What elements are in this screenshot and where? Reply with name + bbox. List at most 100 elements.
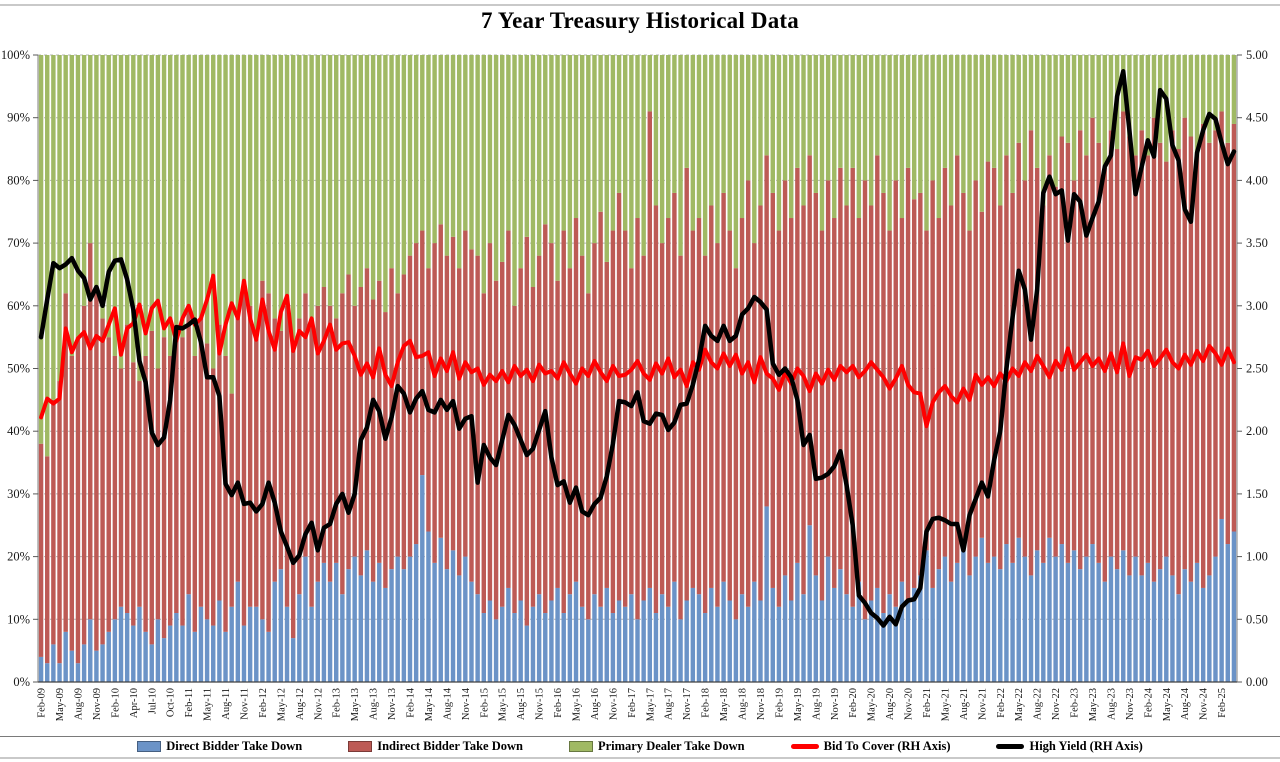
x-axis-tick-label: May-21: [940, 688, 951, 721]
bar-dealer: [1194, 55, 1200, 156]
bar-dealer: [481, 55, 486, 294]
bar-dealer: [63, 55, 68, 294]
x-axis-tick-label: Feb-23: [1070, 688, 1081, 718]
bar-dealer: [340, 55, 345, 294]
bar-indirect: [1059, 136, 1064, 545]
x-axis-tick-label: Aug-20: [885, 688, 896, 720]
bar-direct: [899, 581, 905, 682]
chart-canvas: 0% 10% 20% 30% 40% 50% 60% 70% 80% 90% 100% 0.00 0.5…: [1, 48, 1268, 721]
high-yield-swatch-icon: [996, 744, 1025, 749]
bar-dealer: [1010, 55, 1015, 193]
bar-indirect: [979, 211, 985, 538]
bar-dealer: [524, 55, 530, 237]
bar-indirect: [94, 293, 99, 651]
bar-direct: [1194, 562, 1200, 682]
bar-dealer: [745, 55, 751, 181]
x-axis-tick-label: Feb-16: [553, 688, 564, 718]
right-axis-tick-label: 3.50: [1246, 236, 1268, 250]
bar-indirect: [622, 230, 628, 607]
bar-indirect: [370, 299, 376, 582]
bar-direct: [727, 600, 732, 682]
bar-dealer: [1096, 55, 1101, 143]
bar-direct: [1077, 569, 1083, 682]
bar-direct: [936, 569, 941, 682]
bar-dealer: [1176, 55, 1181, 150]
bar-indirect: [850, 167, 855, 607]
bar-direct: [1053, 556, 1058, 682]
bar-indirect: [297, 318, 302, 595]
bar-indirect: [1207, 142, 1212, 576]
bar-dealer: [131, 55, 136, 363]
bar-dealer: [211, 55, 216, 369]
bar-direct: [81, 644, 87, 682]
bar-indirect: [653, 205, 659, 614]
bar-dealer: [1170, 55, 1175, 131]
bar-direct: [167, 625, 173, 682]
bar-direct: [143, 631, 148, 682]
bar-indirect: [702, 255, 708, 614]
bar-indirect: [143, 355, 148, 632]
x-axis-tick-label: Nov-24: [1199, 687, 1210, 720]
bar-dealer: [862, 55, 868, 181]
bar-indirect: [192, 355, 198, 632]
x-axis-tick-label: Aug-11: [221, 688, 232, 720]
bar-direct: [715, 606, 720, 682]
bar-indirect: [167, 355, 173, 626]
bar-indirect: [955, 155, 960, 563]
bar-direct: [192, 631, 198, 682]
bar-indirect: [721, 192, 726, 582]
x-axis-tick-label: Nov-23: [1125, 688, 1136, 720]
bar-indirect: [973, 180, 978, 557]
bar-direct: [1188, 581, 1194, 682]
bar-indirect: [241, 280, 247, 626]
bar-dealer: [377, 55, 382, 281]
direct-bidder-swatch-icon: [137, 741, 162, 752]
bar-direct: [346, 569, 351, 682]
bar-dealer: [241, 55, 247, 281]
bar-direct: [124, 613, 130, 682]
bar-dealer: [666, 55, 671, 219]
bar-dealer: [702, 55, 708, 256]
bar-indirect: [1170, 130, 1175, 576]
bar-direct: [549, 600, 554, 682]
bar-dealer: [924, 55, 929, 231]
bar-direct: [573, 581, 579, 682]
bar-indirect: [272, 318, 277, 582]
bar-indirect: [358, 286, 364, 576]
bar-indirect: [334, 318, 339, 563]
bar-dealer: [469, 55, 474, 250]
bar-indirect: [610, 230, 616, 614]
bar-indirect: [487, 243, 493, 601]
bar-indirect: [641, 255, 646, 601]
bar-dealer: [813, 55, 819, 193]
left-axis-tick-label: 60%: [7, 299, 30, 313]
bar-dealer: [579, 55, 585, 256]
bar-direct: [254, 606, 259, 682]
bar-indirect: [444, 255, 450, 570]
bar-direct: [303, 556, 308, 682]
bar-indirect: [715, 243, 720, 607]
bar-direct: [579, 606, 585, 682]
bar-direct: [229, 606, 234, 682]
bar-direct: [1047, 537, 1052, 682]
bar-indirect: [38, 443, 44, 657]
bar-indirect: [961, 192, 966, 545]
x-axis-tick-label: Aug-13: [369, 688, 380, 720]
left-axis-tick-label: 30%: [7, 487, 30, 501]
bar-dealer: [610, 55, 616, 231]
x-axis-tick-label: Feb-24: [1143, 687, 1154, 717]
left-axis-tick-label: 40%: [7, 424, 30, 438]
bar-direct: [51, 644, 56, 682]
bar-direct: [629, 594, 634, 682]
bar-dealer: [807, 55, 812, 156]
bar-direct: [1127, 575, 1132, 682]
bar-dealer: [346, 55, 351, 275]
bar-dealer: [180, 55, 185, 338]
bar-dealer: [45, 55, 50, 457]
bar-direct: [868, 600, 874, 682]
bar-indirect: [789, 218, 794, 601]
bar-dealer: [739, 55, 745, 219]
bar-indirect: [586, 293, 591, 620]
bar-dealer: [561, 55, 566, 231]
